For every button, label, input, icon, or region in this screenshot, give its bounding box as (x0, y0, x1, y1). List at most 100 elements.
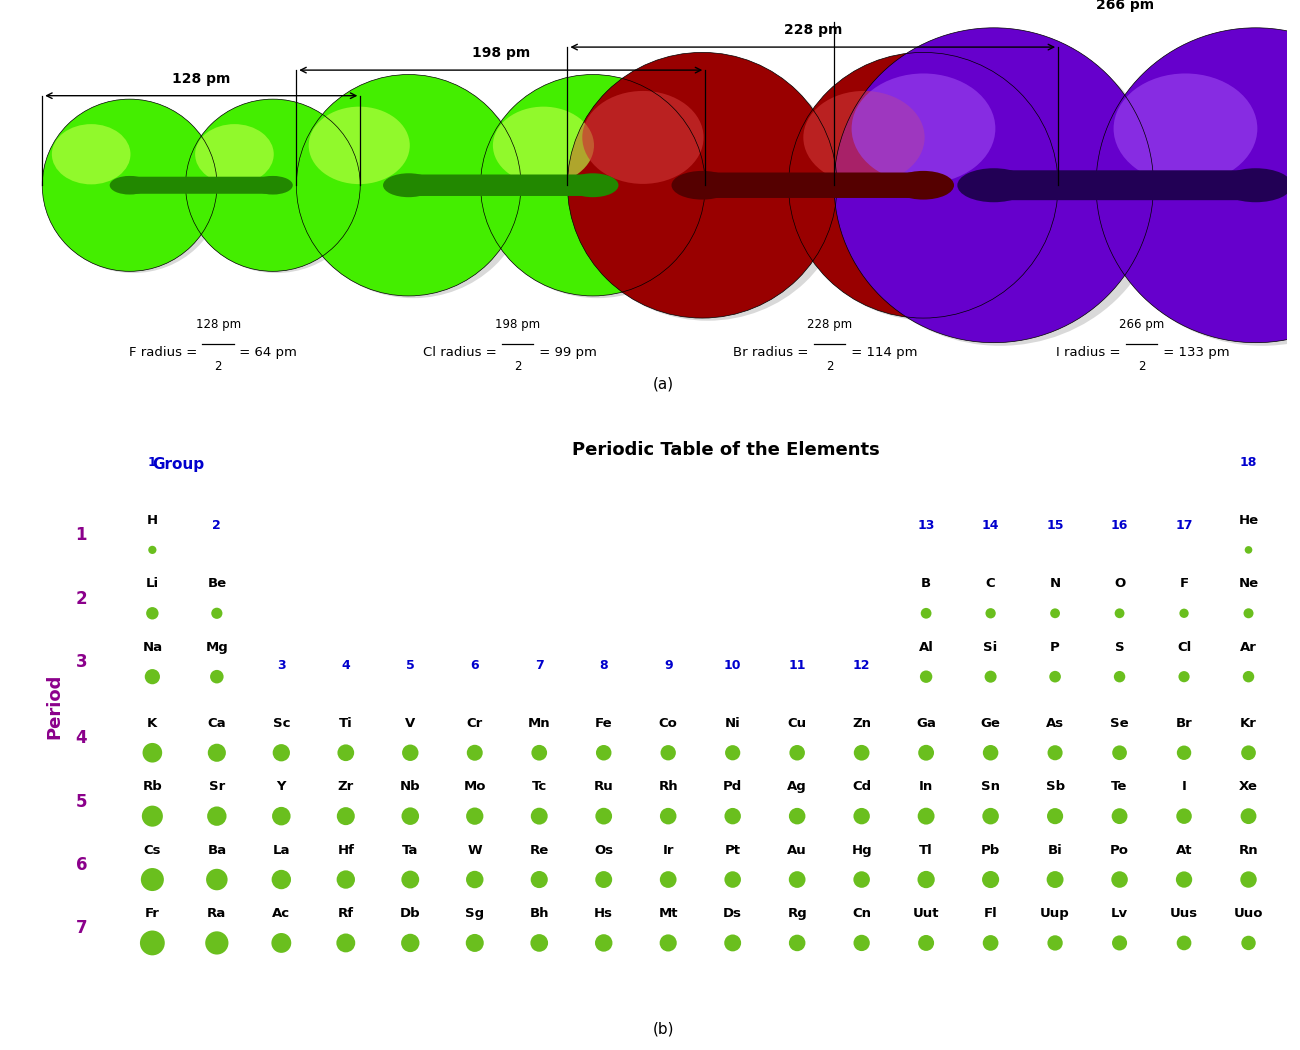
Ellipse shape (852, 74, 996, 184)
Point (335, 934, 356, 951)
Text: Fr: Fr (144, 907, 160, 920)
Text: Fl: Fl (984, 907, 997, 920)
Text: Ba: Ba (207, 844, 226, 857)
Point (270, 807, 291, 824)
Point (1109, 744, 1130, 761)
Text: Cl: Cl (1176, 640, 1191, 654)
Point (915, 872, 936, 888)
Text: Ac: Ac (272, 907, 290, 920)
Ellipse shape (792, 60, 1066, 320)
Text: Re: Re (529, 844, 549, 857)
Point (786, 934, 807, 951)
Point (1109, 807, 1130, 824)
Text: H: H (147, 514, 157, 527)
Text: Mg: Mg (205, 640, 229, 654)
Text: Rb: Rb (143, 780, 162, 794)
Text: La: La (273, 844, 290, 857)
Point (207, 744, 228, 761)
Text: 228 pm: 228 pm (807, 318, 853, 331)
Text: Ir: Ir (663, 844, 673, 857)
Text: Uuo: Uuo (1234, 907, 1264, 920)
Point (207, 668, 228, 685)
Text: P: P (1050, 640, 1060, 654)
Text: 13: 13 (918, 519, 935, 532)
Text: Ds: Ds (723, 907, 742, 920)
Ellipse shape (186, 99, 360, 271)
Point (658, 807, 679, 824)
Text: Br radius =: Br radius = (733, 345, 812, 359)
Text: Be: Be (207, 578, 226, 590)
Point (1045, 744, 1066, 761)
Text: Rg: Rg (788, 907, 807, 920)
Point (529, 807, 550, 824)
Point (1238, 668, 1258, 685)
Point (1174, 934, 1195, 951)
Text: Cn: Cn (852, 907, 871, 920)
Point (980, 744, 1001, 761)
Point (270, 934, 291, 951)
Text: Tl: Tl (919, 844, 933, 857)
Text: As: As (1046, 717, 1065, 730)
Text: 266 pm: 266 pm (1096, 0, 1154, 12)
Text: V: V (406, 717, 416, 730)
Text: Au: Au (788, 844, 807, 857)
Text: Y: Y (277, 780, 286, 794)
Ellipse shape (308, 107, 410, 184)
Point (852, 934, 872, 951)
Text: Mn: Mn (528, 717, 551, 730)
Point (915, 807, 936, 824)
Text: 2: 2 (826, 360, 833, 373)
Ellipse shape (42, 99, 217, 271)
Text: = 64 pm: = 64 pm (235, 345, 298, 359)
Text: Ca: Ca (208, 717, 226, 730)
Text: Ru: Ru (594, 780, 614, 794)
Text: 2: 2 (214, 360, 222, 373)
Ellipse shape (482, 81, 712, 298)
Point (1109, 668, 1130, 685)
Point (464, 744, 485, 761)
Text: 18: 18 (1240, 456, 1257, 468)
Point (207, 934, 228, 951)
Text: 4: 4 (342, 658, 350, 672)
Point (1109, 934, 1130, 951)
Text: 7: 7 (534, 658, 543, 672)
Text: Bi: Bi (1048, 844, 1062, 857)
Text: 7: 7 (75, 920, 87, 938)
Point (723, 934, 744, 951)
Text: Mt: Mt (658, 907, 679, 920)
Text: 2: 2 (75, 590, 87, 608)
Ellipse shape (571, 60, 845, 320)
Point (529, 934, 550, 951)
Point (593, 744, 614, 761)
Ellipse shape (582, 91, 703, 184)
Text: 6: 6 (471, 658, 480, 672)
Point (335, 872, 356, 888)
Text: Pt: Pt (724, 844, 741, 857)
Text: Ag: Ag (788, 780, 807, 794)
Text: Period: Period (46, 674, 62, 739)
Text: I: I (1182, 780, 1187, 794)
Ellipse shape (299, 81, 528, 298)
Point (1045, 605, 1066, 622)
Ellipse shape (568, 52, 837, 318)
Text: = 133 pm: = 133 pm (1158, 345, 1230, 359)
Point (915, 744, 936, 761)
Point (1045, 807, 1066, 824)
Text: 11: 11 (788, 658, 806, 672)
Point (1238, 872, 1258, 888)
Point (1045, 668, 1066, 685)
Point (400, 744, 421, 761)
Point (142, 807, 162, 824)
Text: 128 pm: 128 pm (195, 318, 240, 331)
Text: N: N (1049, 578, 1061, 590)
Point (786, 744, 807, 761)
Ellipse shape (1114, 74, 1257, 184)
Text: 6: 6 (75, 856, 87, 874)
Point (852, 744, 872, 761)
FancyBboxPatch shape (992, 170, 1258, 201)
Text: 3: 3 (277, 658, 286, 672)
Point (980, 934, 1001, 951)
Point (464, 807, 485, 824)
FancyBboxPatch shape (699, 172, 926, 198)
Text: 2: 2 (212, 519, 221, 532)
